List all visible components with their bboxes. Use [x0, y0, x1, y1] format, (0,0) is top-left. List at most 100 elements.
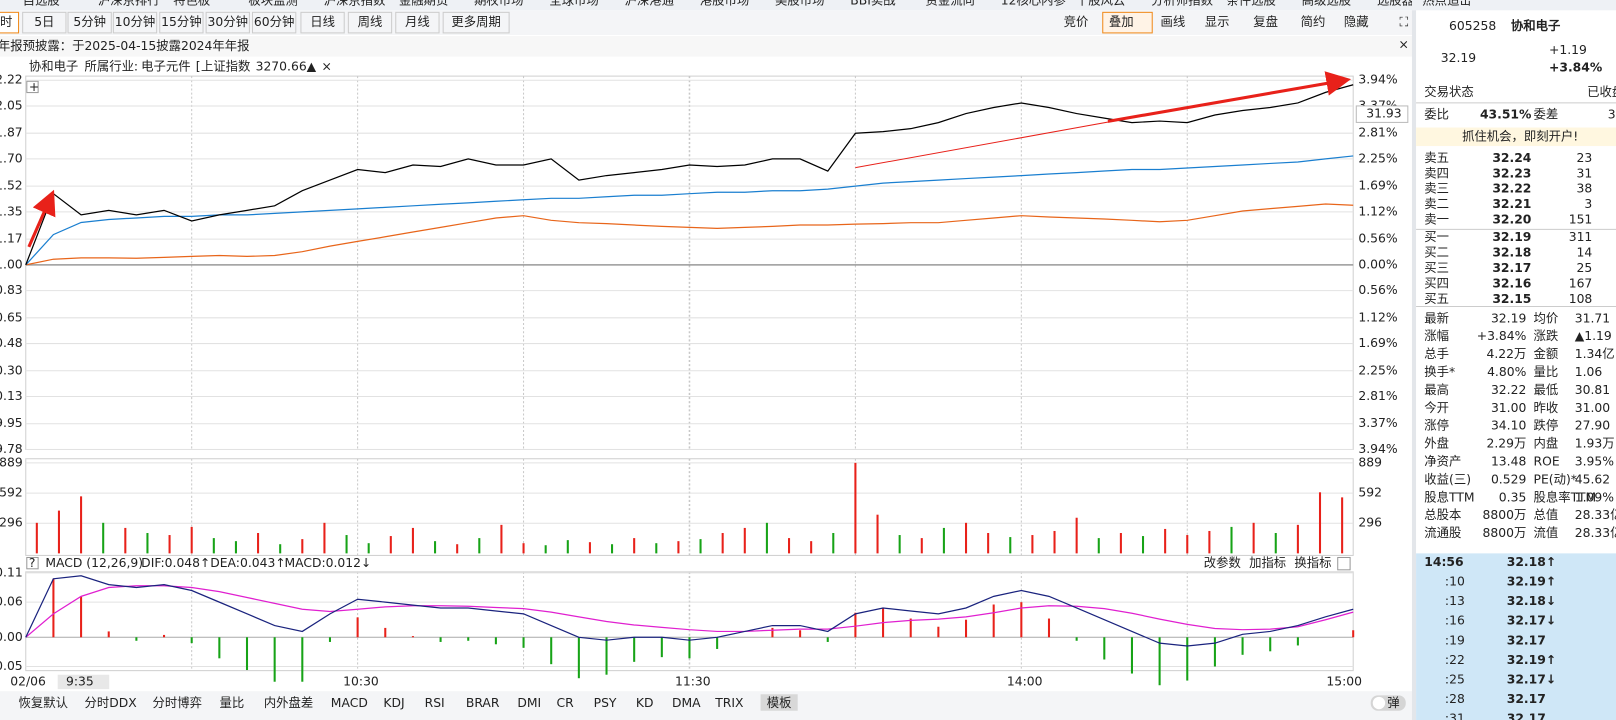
macd-button[interactable]: 换指标: [1294, 555, 1331, 570]
period-tab-label[interactable]: 15分钟: [161, 14, 201, 29]
book-price: 32.16: [1492, 276, 1531, 290]
indicator-tab[interactable]: KD: [636, 696, 654, 710]
period-tab-label[interactable]: 月线: [405, 15, 430, 29]
period-tab[interactable]: [251, 11, 297, 34]
top-menu-item[interactable]: 选股器: [1377, 0, 1414, 8]
overlay-remove[interactable]: ×: [322, 59, 332, 73]
popup-toggle[interactable]: 弹: [1387, 696, 1399, 710]
popup-toggle-knob[interactable]: [1372, 696, 1386, 710]
toolbar-button[interactable]: 复盘: [1253, 14, 1278, 29]
indicator-tab[interactable]: BRAR: [466, 696, 500, 710]
indicator-tab[interactable]: MACD: [331, 696, 368, 710]
period-tab-label[interactable]: 周线: [358, 15, 383, 29]
indicator-tab[interactable]: DMI: [517, 696, 541, 710]
fullscreen-button[interactable]: ⛶: [1399, 15, 1409, 29]
top-menu-item[interactable]: 分析师指数: [1151, 0, 1213, 8]
indicator-tab[interactable]: RSI: [425, 696, 445, 710]
period-tab-label[interactable]: 60分钟: [254, 14, 294, 29]
help-icon[interactable]: ?: [29, 556, 36, 570]
top-menu-item[interactable]: 沪深港通: [625, 0, 674, 8]
indicator-tab[interactable]: 分时DDX: [85, 696, 138, 710]
period-tab-label[interactable]: 时: [0, 15, 12, 29]
toolbar-button[interactable]: 显示: [1205, 15, 1230, 29]
period-tab-label[interactable]: 更多周期: [451, 15, 500, 29]
top-menu-item[interactable]: 千股风云: [1076, 0, 1125, 8]
stat-value: 3.95%: [1575, 455, 1615, 469]
tick-price: 32.19↑: [1507, 653, 1556, 667]
toolbar-button[interactable]: 叠加: [1109, 15, 1134, 29]
top-menu-item[interactable]: 沪深京排行: [98, 0, 160, 8]
header-index-name[interactable]: 上证指数: [201, 58, 250, 73]
indicator-tab[interactable]: 内外盘差: [264, 695, 313, 710]
period-tab[interactable]: [442, 11, 510, 34]
toolbar-button[interactable]: 隐藏: [1344, 15, 1369, 29]
period-tab-label[interactable]: 5分钟: [73, 14, 106, 29]
period-tab[interactable]: [347, 11, 393, 34]
expand-box[interactable]: [26, 80, 39, 94]
indicator-tab[interactable]: PSY: [594, 696, 617, 710]
top-menu-item[interactable]: 热点追击: [1422, 0, 1471, 8]
macd-close[interactable]: [1337, 556, 1351, 571]
top-menu-item[interactable]: 港股市场: [700, 0, 749, 8]
pct-tick-label: 0.56%: [1358, 232, 1398, 246]
promo[interactable]: 抓住机会，即刻开户!: [1462, 128, 1578, 143]
stat-value: 32.19: [1491, 311, 1526, 325]
period-tab[interactable]: [300, 11, 345, 34]
top-menu-item[interactable]: 12核心内参: [1001, 0, 1066, 8]
indicator-tab[interactable]: CR: [557, 696, 575, 710]
top-menu-item[interactable]: 美股市场: [775, 0, 824, 8]
top-menu-item[interactable]: 自选股: [23, 0, 60, 8]
stat-label: 金额: [1534, 346, 1559, 361]
volume-bar: [1141, 536, 1145, 554]
tick-price: 32.18↑: [1507, 555, 1556, 569]
period-tab-label[interactable]: 5日: [34, 15, 54, 29]
indicator-tab[interactable]: 分时博弈: [153, 695, 202, 710]
period-tab[interactable]: [67, 11, 112, 34]
top-menu-item[interactable]: 沪深京指数: [324, 0, 386, 8]
indicator-tab[interactable]: DMA: [672, 696, 701, 710]
indicator-tabs-bar: [0, 691, 1412, 720]
macd-button[interactable]: 加指标: [1249, 555, 1286, 570]
toolbar-button[interactable]: 简约: [1301, 14, 1326, 29]
indicator-tab[interactable]: 模板: [767, 696, 792, 710]
top-menu-item[interactable]: 特色板: [173, 0, 210, 8]
period-tab[interactable]: [112, 11, 158, 34]
toolbar-button[interactable]: 画线: [1160, 15, 1185, 29]
book-volume: 3: [1584, 197, 1592, 211]
top-menu-item[interactable]: 金融期货: [399, 0, 448, 8]
top-menu-item[interactable]: BBI实战: [850, 0, 895, 8]
stat-value: 8800万: [1483, 508, 1527, 522]
help-box[interactable]: [26, 556, 39, 570]
top-menu-item[interactable]: 全球市场: [549, 0, 598, 8]
top-menu-item[interactable]: 板块监测: [248, 0, 297, 8]
period-tab-label[interactable]: 30分钟: [208, 14, 248, 29]
tick-time: 14:56: [1424, 555, 1463, 569]
top-menu-item[interactable]: 资金流向: [925, 0, 974, 8]
period-tab[interactable]: [0, 11, 20, 34]
stat-label: 涨幅: [1424, 328, 1449, 343]
period-tab-label[interactable]: 10分钟: [115, 14, 155, 29]
toolbar-button[interactable]: 竞价: [1064, 15, 1089, 29]
y-tick-label: 31.52: [0, 179, 23, 193]
macd-button[interactable]: 改参数: [1204, 555, 1241, 570]
period-tab[interactable]: [205, 11, 250, 34]
header-index-value[interactable]: 3270.66▲: [256, 59, 317, 73]
top-menu-item[interactable]: 条件选股: [1226, 0, 1275, 8]
period-tab[interactable]: [22, 11, 67, 34]
tick-price: 32.17: [1507, 711, 1546, 720]
close-button[interactable]: ×: [1399, 38, 1409, 52]
top-menu-item[interactable]: 高级选股: [1302, 0, 1351, 8]
indicator-tab[interactable]: TRIX: [714, 696, 744, 710]
tick-time: :28: [1445, 692, 1465, 706]
diff: 378: [1608, 108, 1616, 122]
period-tab[interactable]: [395, 11, 440, 34]
expand-icon[interactable]: +: [29, 80, 39, 94]
period-tab[interactable]: [159, 11, 204, 34]
volume-bar: [677, 541, 680, 554]
indicator-tab[interactable]: 恢复默认: [19, 695, 68, 710]
indicator-tab[interactable]: 量比: [220, 696, 245, 710]
volume-bar: [611, 544, 614, 554]
top-menu-item[interactable]: 期权市场: [474, 0, 523, 8]
indicator-tab[interactable]: KDJ: [383, 696, 404, 710]
period-tab-label[interactable]: 日线: [310, 15, 335, 29]
